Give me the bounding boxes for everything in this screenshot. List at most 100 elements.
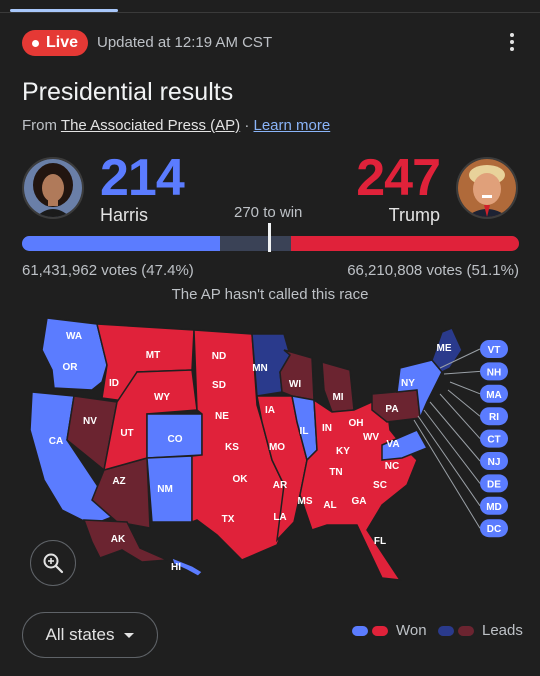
state-label-ca: CA — [49, 436, 63, 447]
callout-label-dc: DC — [487, 524, 501, 535]
callout-line-vt — [439, 348, 481, 369]
callout-pill-ri[interactable] — [480, 407, 508, 426]
state-label-az: AZ — [112, 476, 125, 487]
state-label-ga: GA — [352, 496, 367, 507]
callout-pill-ct[interactable] — [480, 429, 508, 448]
callout-line-nj — [429, 401, 481, 462]
state-label-wi: WI — [289, 379, 301, 390]
trump-avatar — [456, 157, 518, 219]
270-marker — [268, 223, 271, 252]
state-UT-WY[interactable] — [103, 369, 198, 472]
state-VA[interactable] — [381, 429, 429, 461]
state-label-wy: WY — [154, 392, 170, 403]
harris-name: Harris — [100, 205, 148, 225]
state-AK[interactable] — [82, 519, 168, 563]
live-badge: Live — [22, 30, 89, 56]
state-label-va: VA — [386, 439, 399, 450]
source-separator: · — [244, 117, 250, 134]
state-label-ok: OK — [233, 474, 249, 485]
callout-line-de — [423, 409, 481, 484]
callout-label-ma: MA — [486, 390, 502, 401]
active-tab-indicator — [10, 9, 118, 12]
state-label-ky: KY — [336, 446, 350, 457]
state-label-mo: MO — [269, 442, 285, 453]
callout-pill-nh[interactable] — [480, 362, 508, 381]
source-link[interactable]: The Associated Press (AP) — [60, 117, 241, 134]
to-win-label: 270 to win — [234, 204, 303, 221]
all-states-label: All states — [45, 625, 115, 644]
state-label-ne: NE — [215, 411, 229, 422]
harris-won-segment — [22, 236, 220, 251]
legend-won: Won — [352, 622, 427, 639]
callout-pill-ma[interactable] — [480, 384, 508, 403]
state-label-mt: MT — [146, 350, 160, 361]
leads-red-swatch — [458, 625, 474, 636]
callout-pill-md[interactable] — [480, 496, 508, 515]
learn-more-link[interactable]: Learn more — [253, 117, 331, 134]
state-label-in: IN — [322, 423, 332, 434]
callout-pill-de[interactable] — [480, 474, 508, 493]
callout-line-md — [417, 415, 481, 507]
updated-time: Updated at 12:19 AM CST — [97, 34, 273, 51]
state-label-mn: MN — [252, 363, 268, 374]
state-label-me: ME — [437, 343, 452, 354]
state-label-mi: MI — [332, 392, 343, 403]
leads-blue-swatch — [438, 625, 454, 636]
state-label-nv: NV — [83, 416, 97, 427]
state-label-ut: UT — [120, 428, 133, 439]
all-states-dropdown[interactable]: All states — [22, 612, 158, 658]
trump-won-segment — [290, 236, 519, 251]
state-HI[interactable] — [171, 557, 203, 577]
callout-label-nj: NJ — [488, 457, 501, 468]
legend-leads: Leads — [438, 622, 523, 639]
callout-pill-vt[interactable] — [480, 340, 508, 358]
callout-pill-nj[interactable] — [480, 452, 508, 470]
harris-electoral-votes: 214 — [100, 149, 185, 207]
state-label-la: LA — [273, 512, 286, 523]
zoom-in-button[interactable] — [30, 540, 76, 586]
page-title: Presidential results — [22, 78, 234, 106]
trump-popular-votes: 66,210,808 votes (51.1%) — [347, 262, 519, 279]
trump-electoral-votes: 247 — [356, 149, 441, 207]
state-label-co: CO — [168, 434, 183, 445]
state-label-sd: SD — [212, 380, 226, 391]
callout-line-ri — [447, 389, 481, 417]
state-label-tx: TX — [222, 514, 235, 525]
live-label: Live — [46, 34, 79, 51]
tab-indicator-strip — [0, 0, 540, 13]
callout-label-ct: CT — [487, 435, 500, 446]
callout-label-ri: RI — [489, 412, 499, 423]
state-label-nd: ND — [212, 351, 226, 362]
callout-pill-dc[interactable] — [480, 519, 508, 538]
state-label-wv: WV — [363, 432, 379, 443]
state-label-ny: NY — [401, 378, 415, 389]
state-WA-OR[interactable] — [41, 317, 108, 391]
callout-line-ma — [449, 381, 481, 395]
state-label-id: ID — [109, 378, 119, 389]
state-label-al: AL — [323, 500, 336, 511]
state-WI[interactable] — [279, 349, 315, 401]
state-label-or: OR — [63, 362, 79, 373]
callout-label-de: DE — [487, 479, 501, 490]
more-vert-icon[interactable] — [503, 30, 521, 54]
us-electoral-map[interactable]: VT NH MA RI CT NJ DE MD DC WA OR CA NV ID MT WY UT CO AZ N… — [22, 310, 522, 586]
state-label-ks: KS — [225, 442, 239, 453]
source-prefix: From — [22, 117, 57, 134]
state-label-ia: IA — [265, 405, 275, 416]
won-red-swatch — [372, 625, 388, 636]
harris-popular-votes: 61,431,962 votes (47.4%) — [22, 262, 194, 279]
harris-avatar — [22, 157, 84, 219]
callout-label-nh: NH — [487, 367, 501, 378]
state-label-nc: NC — [385, 461, 399, 472]
state-label-il: IL — [300, 426, 309, 437]
state-label-ar: AR — [273, 480, 288, 491]
state-label-fl: FL — [374, 536, 386, 547]
state-label-ak: AK — [111, 534, 126, 545]
race-status: The AP hasn't called this race — [171, 286, 369, 303]
callout-line-ct — [439, 393, 481, 439]
state-MI[interactable] — [321, 360, 355, 413]
electoral-vote-bar — [22, 236, 519, 251]
trump-name: Trump — [388, 205, 440, 225]
callout-label-vt: VT — [488, 345, 501, 356]
state-label-oh: OH — [349, 418, 364, 429]
